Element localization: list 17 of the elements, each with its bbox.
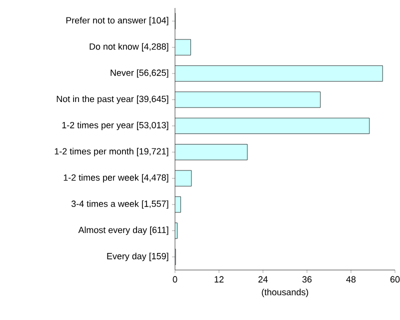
y-tick-label: Not in the past year [39,645]: [56, 96, 168, 104]
y-tick-label: 3-4 times a week [1,557]: [71, 200, 168, 209]
x-tick-label: 36: [302, 276, 312, 283]
x-tick-label: 48: [346, 276, 356, 283]
y-tick-label: Almost every day [611]: [78, 226, 168, 235]
x-tick-label: 12: [214, 276, 224, 282]
y-tick-label: 1-2 times per week [4,478]: [64, 174, 168, 182]
y-tick-label: Prefer not to answer [104]: [66, 16, 168, 26]
y-tick-label: Never [56,625]: [110, 69, 168, 78]
x-tick-label: 24: [258, 276, 268, 282]
y-tick-label: Do not know [4,288]: [90, 43, 168, 52]
y-tick-label: Every day [159]: [107, 252, 168, 262]
x-tick-label: 60: [390, 276, 400, 283]
y-tick-label: 1-2 times per month [19,721]: [54, 148, 168, 156]
x-tick-label: 0: [172, 276, 178, 283]
x-axis-title: (thousands): [262, 288, 308, 298]
y-tick-label: 1-2 times per year [53,013]: [62, 122, 168, 130]
